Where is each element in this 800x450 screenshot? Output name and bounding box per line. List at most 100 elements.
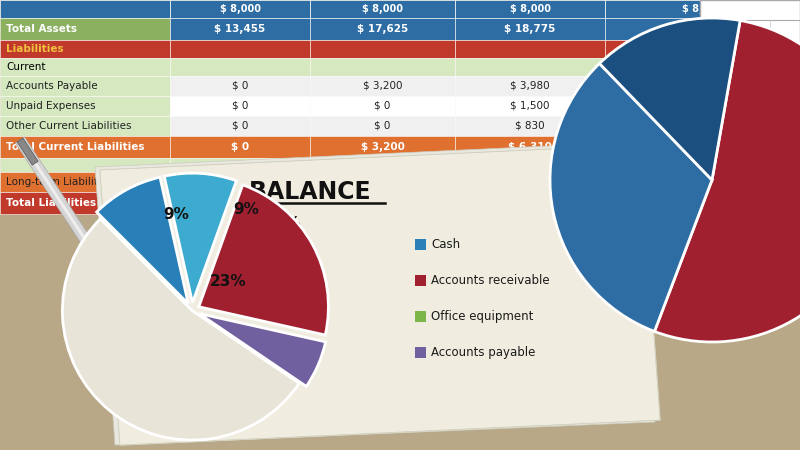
Polygon shape bbox=[17, 138, 38, 165]
Bar bbox=[605, 18, 800, 40]
Bar bbox=[605, 158, 800, 172]
Bar bbox=[170, 172, 310, 192]
Bar bbox=[605, 192, 800, 214]
Bar bbox=[310, 158, 455, 172]
Bar bbox=[605, 172, 800, 192]
Text: Accounts Payable: Accounts Payable bbox=[6, 81, 98, 91]
Text: $ 3,200: $ 3,200 bbox=[361, 142, 405, 152]
Bar bbox=[170, 0, 310, 18]
Bar bbox=[605, 0, 800, 18]
Text: $ 7,000: $ 7,000 bbox=[363, 177, 402, 187]
Bar bbox=[170, 136, 310, 158]
Text: $ 17,625: $ 17,625 bbox=[357, 24, 408, 34]
Text: Total Assets: Total Assets bbox=[6, 24, 77, 34]
Text: $ 0: $ 0 bbox=[374, 121, 390, 131]
Text: $ 13,455: $ 13,455 bbox=[214, 24, 266, 34]
Text: $ 8,000: $ 8,000 bbox=[510, 4, 550, 14]
Bar bbox=[170, 76, 310, 96]
Polygon shape bbox=[142, 328, 211, 431]
Wedge shape bbox=[199, 185, 329, 335]
Bar bbox=[0, 76, 170, 96]
Bar bbox=[310, 58, 455, 76]
Wedge shape bbox=[62, 219, 299, 440]
Bar bbox=[415, 311, 426, 322]
Bar bbox=[0, 136, 170, 158]
Text: $ 1,900: $ 1,900 bbox=[682, 101, 722, 111]
Polygon shape bbox=[100, 145, 660, 445]
Text: 5: 5 bbox=[707, 112, 713, 122]
Text: $ 7,000: $ 7,000 bbox=[683, 177, 722, 187]
Text: 23%: 23% bbox=[210, 274, 246, 289]
Text: Accounts receivable: Accounts receivable bbox=[431, 274, 550, 287]
Bar bbox=[170, 96, 310, 116]
Bar bbox=[0, 96, 170, 116]
Text: $ 18,775: $ 18,775 bbox=[504, 24, 556, 34]
Bar bbox=[0, 18, 170, 40]
Text: $ 0: $ 0 bbox=[232, 121, 248, 131]
Bar bbox=[415, 347, 426, 358]
Bar bbox=[310, 192, 455, 214]
Bar bbox=[605, 96, 800, 116]
Text: Cash: Cash bbox=[431, 238, 460, 251]
Bar bbox=[0, 0, 170, 18]
Text: Liabilities: Liabilities bbox=[6, 44, 64, 54]
Text: Accounts payable: Accounts payable bbox=[431, 346, 535, 359]
Text: $ 4,050: $ 4,050 bbox=[682, 81, 722, 91]
Text: 9%: 9% bbox=[234, 202, 259, 217]
Bar bbox=[310, 136, 455, 158]
Bar bbox=[455, 192, 605, 214]
Bar bbox=[455, 96, 605, 116]
Bar bbox=[0, 40, 170, 58]
Bar bbox=[605, 40, 800, 58]
Text: $ 0: $ 0 bbox=[374, 101, 390, 111]
Bar bbox=[455, 136, 605, 158]
Polygon shape bbox=[87, 247, 142, 323]
Text: $ 3,980: $ 3,980 bbox=[510, 81, 550, 91]
Bar bbox=[455, 0, 605, 18]
Text: $ 8,000: $ 8,000 bbox=[682, 4, 723, 14]
Text: Total Liabilities: Total Liabilities bbox=[6, 198, 96, 208]
Text: $ 9,100: $ 9,100 bbox=[681, 142, 724, 152]
Text: 53%: 53% bbox=[258, 215, 302, 233]
Bar bbox=[0, 158, 170, 172]
Text: Current: Current bbox=[6, 62, 46, 72]
Bar bbox=[310, 116, 455, 136]
Bar bbox=[605, 76, 800, 96]
Text: $ 8,000: $ 8,000 bbox=[219, 4, 261, 14]
Bar bbox=[310, 96, 455, 116]
Wedge shape bbox=[654, 20, 800, 342]
Text: Unpaid Expenses: Unpaid Expenses bbox=[6, 101, 96, 111]
Text: 2: 2 bbox=[707, 48, 713, 58]
Bar bbox=[455, 172, 605, 192]
Bar bbox=[170, 58, 310, 76]
Bar bbox=[605, 58, 800, 76]
Bar bbox=[170, 116, 310, 136]
Text: $ 830: $ 830 bbox=[515, 121, 545, 131]
Bar bbox=[415, 275, 426, 286]
Text: $ 3,200: $ 3,200 bbox=[362, 81, 402, 91]
Bar bbox=[170, 158, 310, 172]
Polygon shape bbox=[18, 139, 192, 402]
Bar bbox=[605, 116, 800, 136]
Wedge shape bbox=[97, 177, 188, 304]
Wedge shape bbox=[550, 63, 712, 332]
Text: $ 16,100: $ 16,100 bbox=[677, 198, 728, 208]
Text: Long-term Liabilities: Long-term Liabilities bbox=[6, 177, 113, 187]
Text: Other Current Liabilities: Other Current Liabilities bbox=[6, 121, 131, 131]
Polygon shape bbox=[95, 142, 655, 445]
Bar bbox=[455, 58, 605, 76]
Text: 1: 1 bbox=[707, 26, 713, 36]
Polygon shape bbox=[100, 145, 660, 445]
Bar bbox=[310, 172, 455, 192]
Bar bbox=[455, 76, 605, 96]
Polygon shape bbox=[15, 137, 214, 433]
Bar bbox=[310, 40, 455, 58]
Text: $ 7,000: $ 7,000 bbox=[510, 177, 550, 187]
Text: $ 0: $ 0 bbox=[232, 101, 248, 111]
Text: $ 7,000: $ 7,000 bbox=[220, 177, 260, 187]
Text: $ 0: $ 0 bbox=[232, 81, 248, 91]
Bar bbox=[455, 116, 605, 136]
Bar bbox=[455, 18, 605, 40]
Bar bbox=[170, 18, 310, 40]
Bar bbox=[0, 172, 170, 192]
